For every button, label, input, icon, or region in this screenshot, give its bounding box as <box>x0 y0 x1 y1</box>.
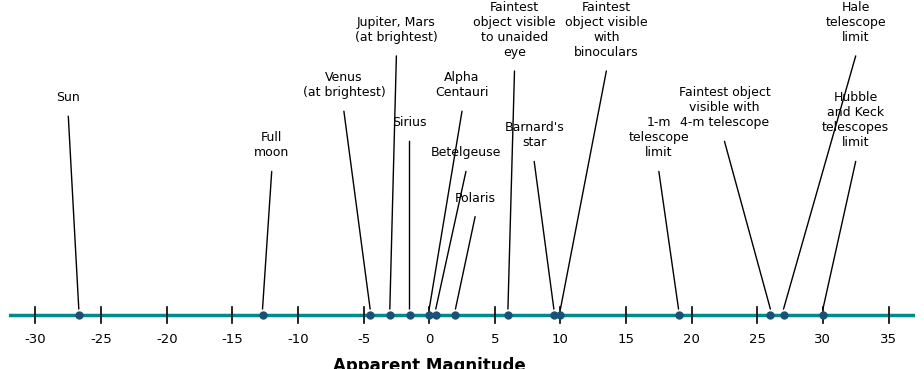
Text: Full
moon: Full moon <box>254 131 289 159</box>
Text: Betelgeuse: Betelgeuse <box>431 146 501 159</box>
Text: 0: 0 <box>425 333 433 346</box>
Text: 35: 35 <box>880 333 897 346</box>
Text: -10: -10 <box>287 333 309 346</box>
Text: 1-m
telescope
limit: 1-m telescope limit <box>628 116 689 159</box>
Text: Hubble
and Keck
telescopes
limit: Hubble and Keck telescopes limit <box>822 92 889 149</box>
Text: 5: 5 <box>491 333 499 346</box>
Text: -25: -25 <box>91 333 112 346</box>
Text: 10: 10 <box>552 333 569 346</box>
Text: Faintest
object visible
to unaided
eye: Faintest object visible to unaided eye <box>473 1 556 59</box>
Text: 30: 30 <box>814 333 832 346</box>
Text: Venus
(at brightest): Venus (at brightest) <box>302 71 385 99</box>
Text: -15: -15 <box>222 333 243 346</box>
Text: Sirius: Sirius <box>393 116 427 129</box>
Text: Jupiter, Mars
(at brightest): Jupiter, Mars (at brightest) <box>355 16 438 44</box>
Text: -30: -30 <box>25 333 46 346</box>
Text: 15: 15 <box>617 333 635 346</box>
Text: Barnard's
star: Barnard's star <box>505 121 564 149</box>
Text: 20: 20 <box>683 333 700 346</box>
Text: Alpha
Centauri: Alpha Centauri <box>435 71 489 99</box>
Text: Apparent Magnitude: Apparent Magnitude <box>333 357 526 369</box>
Text: 25: 25 <box>748 333 766 346</box>
Text: Faintest object
visible with
4-m telescope: Faintest object visible with 4-m telesco… <box>678 86 771 129</box>
Text: Sun: Sun <box>56 91 80 104</box>
Text: -20: -20 <box>156 333 177 346</box>
Text: Faintest
object visible
with
binoculars: Faintest object visible with binoculars <box>565 1 648 59</box>
Text: Polaris: Polaris <box>455 192 495 204</box>
Text: Hale
telescope
limit: Hale telescope limit <box>825 1 886 44</box>
Text: -5: -5 <box>357 333 371 346</box>
